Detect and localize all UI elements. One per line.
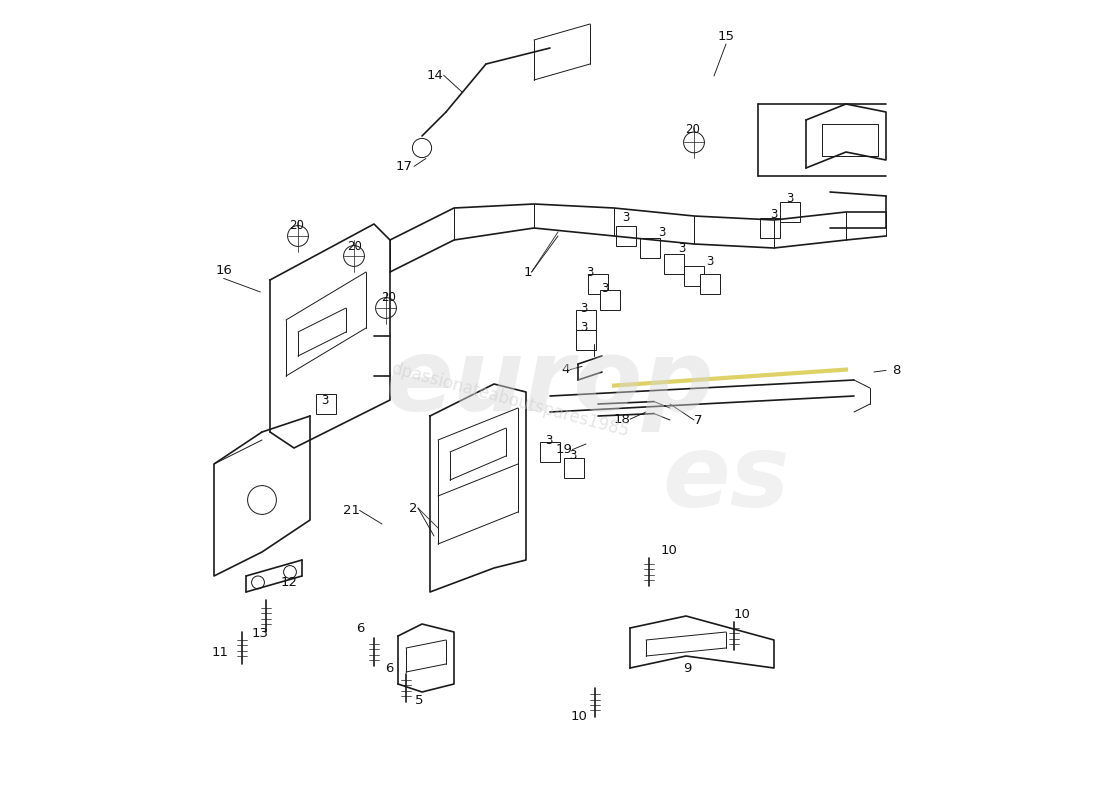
Text: 2: 2 — [409, 502, 418, 514]
Text: 14: 14 — [427, 69, 443, 82]
Bar — [588, 274, 607, 294]
Text: 20: 20 — [348, 240, 362, 253]
Text: 3: 3 — [321, 394, 328, 406]
Text: 10: 10 — [660, 544, 678, 557]
Text: 9: 9 — [683, 662, 692, 674]
Text: 13: 13 — [252, 627, 268, 640]
Text: es: es — [662, 431, 790, 529]
Text: 10: 10 — [734, 608, 751, 621]
Text: 8: 8 — [892, 364, 901, 377]
Bar — [576, 330, 595, 350]
Text: 4: 4 — [562, 363, 570, 376]
Bar — [664, 254, 683, 274]
Text: dpassionateaboutspares1985: dpassionateaboutspares1985 — [389, 359, 631, 441]
Text: 3: 3 — [569, 450, 576, 462]
Text: 11: 11 — [211, 646, 228, 658]
Text: 3: 3 — [580, 302, 587, 314]
Text: 3: 3 — [706, 255, 714, 268]
Text: 3: 3 — [580, 322, 587, 334]
Text: 3: 3 — [679, 242, 685, 254]
Circle shape — [343, 246, 364, 266]
Text: 3: 3 — [770, 208, 778, 221]
Text: 6: 6 — [356, 622, 364, 634]
Bar — [701, 274, 719, 294]
Bar — [616, 226, 636, 246]
Bar — [640, 238, 660, 258]
Text: 3: 3 — [544, 434, 552, 446]
Text: 3: 3 — [658, 226, 666, 238]
Text: 20: 20 — [685, 123, 700, 136]
Text: 20: 20 — [381, 291, 396, 304]
Text: 16: 16 — [216, 264, 232, 277]
Text: 12: 12 — [280, 576, 297, 589]
Text: 18: 18 — [613, 413, 630, 426]
Bar — [540, 442, 560, 462]
Text: 19: 19 — [556, 443, 572, 456]
Bar — [760, 218, 780, 238]
Circle shape — [287, 226, 308, 246]
Text: 3: 3 — [586, 266, 594, 278]
Text: 3: 3 — [623, 211, 629, 224]
Bar — [564, 458, 584, 478]
Text: 5: 5 — [416, 694, 424, 706]
Text: 6: 6 — [386, 662, 394, 674]
Bar — [684, 266, 704, 286]
Text: 1: 1 — [524, 266, 531, 278]
Bar — [317, 394, 336, 414]
Text: 17: 17 — [395, 160, 412, 173]
Text: 3: 3 — [786, 192, 794, 205]
Circle shape — [375, 298, 396, 318]
Text: europ: europ — [386, 335, 714, 433]
Bar — [601, 290, 619, 310]
Bar — [576, 310, 595, 330]
Text: 10: 10 — [571, 710, 587, 722]
Text: 15: 15 — [717, 30, 735, 43]
Text: 7: 7 — [694, 414, 703, 426]
Text: 20: 20 — [289, 219, 304, 232]
Bar — [780, 202, 800, 222]
Text: 21: 21 — [342, 504, 360, 517]
Text: 3: 3 — [601, 282, 608, 294]
Circle shape — [683, 132, 704, 153]
